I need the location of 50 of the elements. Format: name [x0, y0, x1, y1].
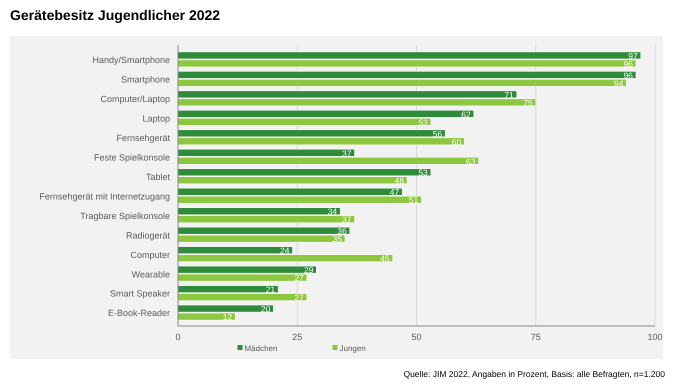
- data-label: 96: [623, 70, 634, 80]
- y-tick-label: Computer/Laptop: [100, 94, 170, 104]
- data-label: 47: [390, 187, 400, 198]
- y-tick-label: Tablet: [146, 172, 170, 182]
- y-tick-label: Handy/Smartphone: [92, 55, 170, 66]
- data-label: 35: [332, 234, 342, 244]
- x-tick-label: 100: [647, 332, 663, 342]
- data-label: 97: [628, 50, 638, 61]
- data-label: 48: [394, 176, 404, 186]
- x-tick-label: 75: [530, 332, 541, 342]
- data-label: 12: [222, 312, 232, 322]
- x-tick-label: 0: [175, 332, 181, 342]
- data-label: 60: [452, 136, 462, 147]
- data-label: 94: [614, 78, 624, 88]
- y-tick-label: Computer: [130, 250, 170, 260]
- y-tick-label: Fernsehgerät mit Internetzugang: [39, 191, 170, 202]
- data-label: 24: [280, 246, 290, 256]
- data-label: 20: [260, 304, 271, 314]
- data-label: 37: [342, 148, 352, 158]
- y-tick-label: Radiogerät: [126, 230, 170, 240]
- y-tick-label: Feste Spielkonsole: [94, 152, 170, 162]
- y-tick-label: Laptop: [142, 113, 170, 124]
- data-label: 53: [418, 117, 428, 128]
- data-label: 45: [380, 254, 390, 264]
- data-label: 51: [408, 195, 419, 206]
- x-tick-label: 25: [292, 332, 302, 342]
- y-tick-label: Smart Speaker: [110, 288, 170, 299]
- chart-title: Gerätebesitz Jugendlicher 2022: [10, 7, 220, 23]
- data-label: 34: [328, 206, 338, 217]
- data-label: 53: [418, 168, 428, 178]
- legend-label: Mädchen: [244, 344, 278, 353]
- y-tick-label: Fernsehgerät: [116, 132, 170, 143]
- data-label: 75: [523, 98, 534, 108]
- y-tick-label: Tragbare Spielkonsole: [80, 210, 170, 221]
- data-label: 37: [342, 214, 352, 225]
- data-label: 27: [294, 273, 304, 284]
- data-label: 27: [294, 292, 304, 303]
- data-label: 96: [623, 58, 634, 69]
- y-tick-label: Smartphone: [120, 74, 170, 85]
- source-note: Quelle: JIM 2022, Angaben in Prozent, Basis: alle Befragten, n=1.200: [403, 369, 666, 379]
- y-tick-label: E-Book-Reader: [108, 308, 170, 318]
- x-tick-label: 50: [411, 332, 422, 342]
- data-label: 21: [266, 284, 276, 295]
- data-label: 36: [337, 226, 347, 236]
- data-label: 56: [432, 128, 442, 139]
- data-label: 62: [461, 109, 471, 120]
- y-tick-label: Wearable: [132, 269, 170, 280]
- legend-label: Jungen: [340, 344, 366, 353]
- data-label: 71: [504, 90, 514, 100]
- data-label: 29: [304, 265, 314, 276]
